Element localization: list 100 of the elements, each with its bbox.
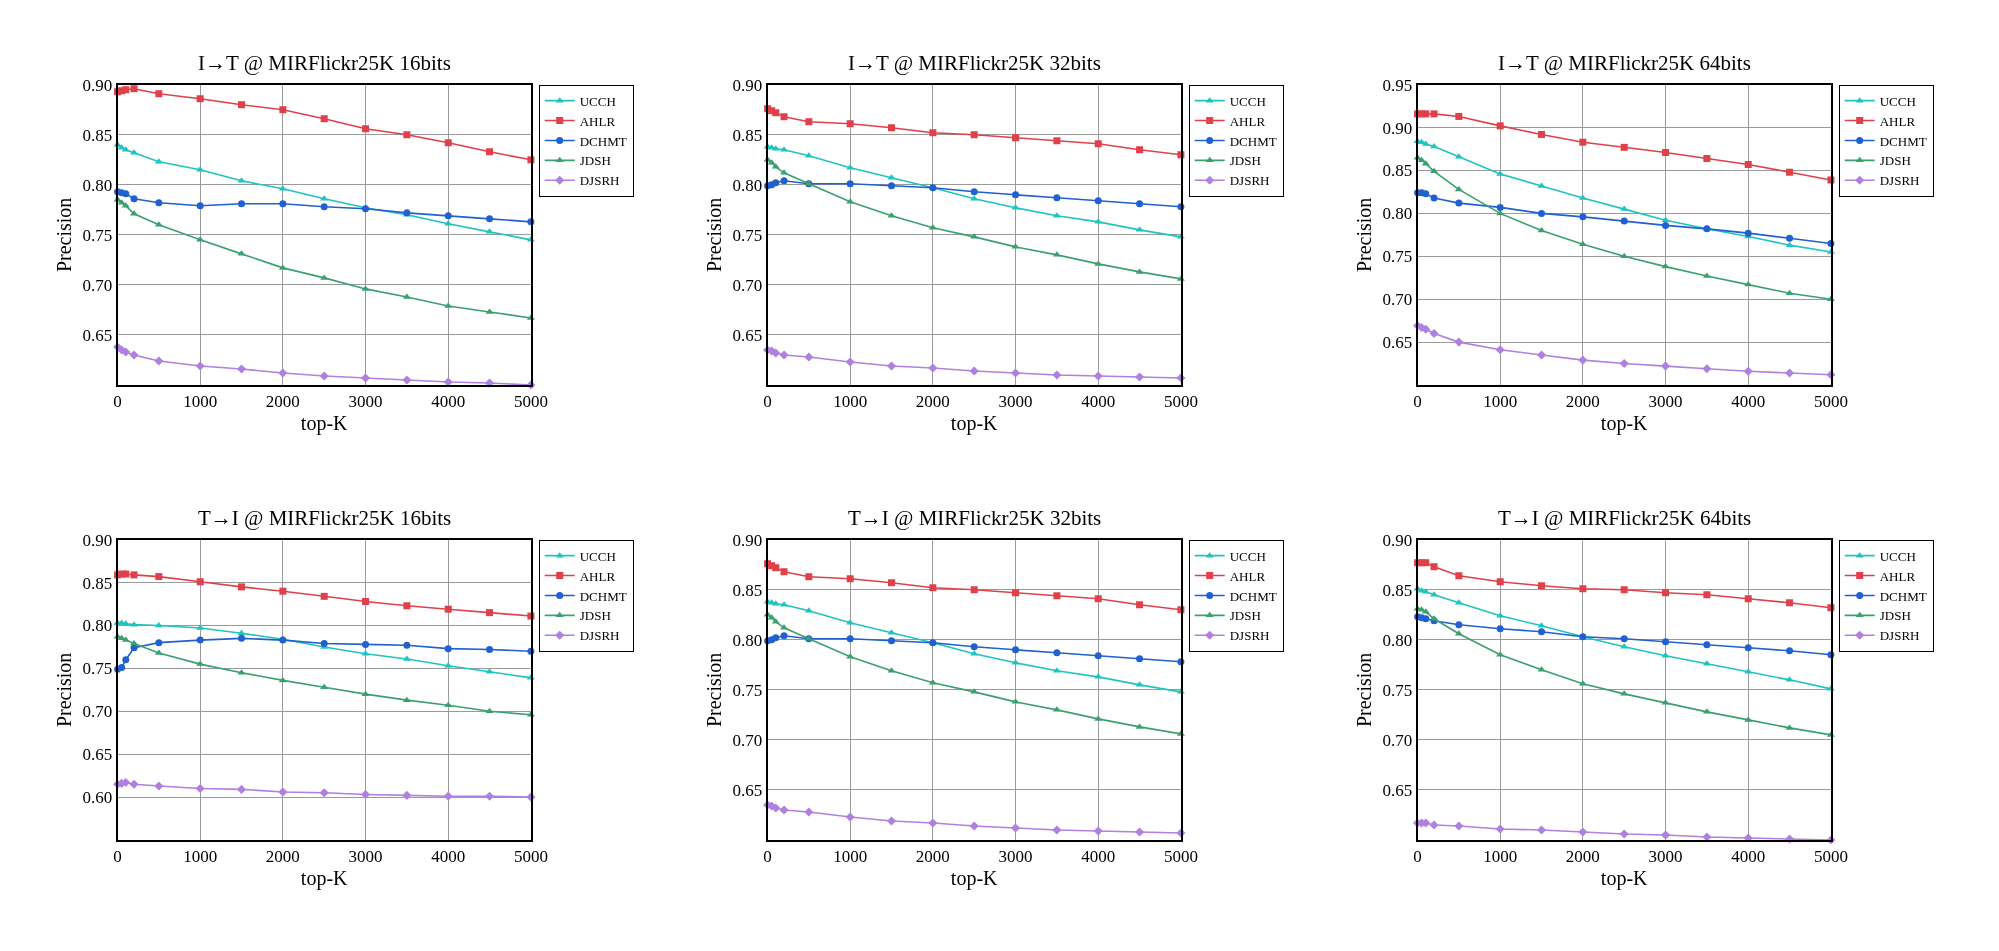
- legend-label: UCCH: [579, 93, 616, 109]
- x-tick-label: 1000: [1483, 847, 1518, 867]
- x-tick-label: 1000: [1483, 392, 1518, 412]
- legend-label: AHLR: [1229, 113, 1266, 129]
- legend-label: JDSH: [1229, 153, 1261, 169]
- y-tick-label: 0.90: [1382, 530, 1413, 550]
- x-tick-label: 3000: [998, 847, 1033, 867]
- x-tick-label: 2000: [915, 392, 950, 412]
- y-tick-label: 0.65: [82, 745, 113, 765]
- x-tick-label: 3000: [1648, 392, 1683, 412]
- x-tick-label: 5000: [513, 392, 548, 412]
- y-tick-label: 0.75: [1382, 680, 1413, 700]
- chart-title: I→T @ MIRFlickr25K 32bits: [848, 51, 1101, 75]
- y-tick-label: 0.70: [732, 275, 763, 295]
- legend-label: UCCH: [1879, 548, 1916, 564]
- chart-title: I→T @ MIRFlickr25K 16bits: [198, 51, 451, 75]
- x-tick-label: 0: [113, 847, 122, 867]
- x-tick-label: 1000: [183, 392, 218, 412]
- y-tick-label: 0.85: [82, 573, 113, 593]
- y-tick-label: 0.75: [82, 225, 113, 245]
- y-tick-label: 0.70: [82, 702, 113, 722]
- legend-label: AHLR: [1879, 568, 1916, 584]
- y-tick-label: 0.70: [1382, 290, 1413, 310]
- legend-label: AHLR: [1229, 568, 1266, 584]
- x-tick-label: 4000: [1081, 847, 1116, 867]
- x-tick-label: 2000: [915, 847, 950, 867]
- x-tick-label: 2000: [265, 392, 300, 412]
- y-tick-label: 0.80: [1382, 630, 1413, 650]
- y-tick-label: 0.90: [732, 75, 763, 95]
- legend-label: UCCH: [1229, 548, 1266, 564]
- y-tick-label: 0.75: [732, 225, 763, 245]
- y-tick-label: 0.75: [1382, 247, 1413, 267]
- legend-label: DJSRH: [1879, 173, 1920, 189]
- x-tick-label: 4000: [1731, 392, 1766, 412]
- chart-title: T→I @ MIRFlickr25K 32bits: [848, 506, 1102, 530]
- x-tick-label: 4000: [431, 392, 466, 412]
- x-tick-label: 5000: [1163, 847, 1198, 867]
- y-tick-label: 0.85: [82, 125, 113, 145]
- legend-label: DCHMT: [1879, 588, 1927, 604]
- y-tick-label: 0.80: [82, 175, 113, 195]
- y-tick-label: 0.85: [1382, 580, 1413, 600]
- y-tick-label: 0.80: [1382, 204, 1413, 224]
- x-tick-label: 4000: [1081, 392, 1116, 412]
- legend-label: JDSH: [1879, 153, 1911, 169]
- legend-label: DCHMT: [579, 588, 627, 604]
- x-axis-title: top-K: [950, 412, 999, 436]
- y-tick-label: 0.70: [82, 275, 113, 295]
- x-tick-label: 3000: [998, 392, 1033, 412]
- y-tick-label: 0.85: [732, 125, 763, 145]
- y-tick-label: 0.65: [732, 780, 763, 800]
- x-tick-label: 0: [113, 392, 122, 412]
- legend-label: AHLR: [579, 113, 616, 129]
- y-tick-label: 0.90: [732, 530, 763, 550]
- chart-title: T→I @ MIRFlickr25K 64bits: [1498, 506, 1752, 530]
- legend-label: DJSRH: [579, 173, 620, 189]
- legend-label: AHLR: [1879, 113, 1916, 129]
- y-tick-label: 0.75: [732, 680, 763, 700]
- x-tick-label: 1000: [833, 392, 868, 412]
- y-axis-title: Precision: [702, 652, 725, 728]
- y-tick-label: 0.60: [82, 788, 113, 808]
- chart-title: I→T @ MIRFlickr25K 64bits: [1498, 51, 1751, 75]
- y-axis-title: Precision: [1352, 652, 1375, 728]
- y-tick-label: 0.65: [1382, 333, 1413, 353]
- x-tick-label: 1000: [183, 847, 218, 867]
- legend-label: DCHMT: [1229, 588, 1277, 604]
- legend-label: DJSRH: [1229, 173, 1270, 189]
- legend-label: JDSH: [579, 608, 611, 624]
- legend-label: DCHMT: [1879, 133, 1927, 149]
- y-tick-label: 0.65: [732, 325, 763, 345]
- y-tick-label: 0.90: [82, 530, 113, 550]
- legend-label: AHLR: [579, 568, 616, 584]
- x-tick-label: 2000: [265, 847, 300, 867]
- legend-label: DCHMT: [579, 133, 627, 149]
- x-tick-label: 1000: [833, 847, 868, 867]
- y-tick-label: 0.70: [732, 730, 763, 750]
- x-axis-title: top-K: [300, 867, 349, 891]
- y-tick-label: 0.90: [1382, 118, 1413, 138]
- x-tick-label: 2000: [1565, 392, 1600, 412]
- legend-label: DCHMT: [1229, 133, 1277, 149]
- x-tick-label: 5000: [1813, 392, 1848, 412]
- x-axis-title: top-K: [300, 412, 349, 436]
- legend-label: UCCH: [1879, 93, 1916, 109]
- y-tick-label: 0.80: [82, 616, 113, 636]
- x-tick-label: 5000: [513, 847, 548, 867]
- y-tick-label: 0.65: [82, 325, 113, 345]
- legend-label: JDSH: [579, 153, 611, 169]
- x-tick-label: 2000: [1565, 847, 1600, 867]
- x-tick-label: 0: [763, 392, 772, 412]
- x-axis-title: top-K: [1600, 412, 1649, 436]
- y-axis-title: Precision: [1352, 197, 1375, 273]
- y-tick-label: 0.85: [1382, 161, 1413, 181]
- y-tick-label: 0.80: [732, 175, 763, 195]
- x-tick-label: 0: [1413, 392, 1422, 412]
- y-tick-label: 0.95: [1382, 75, 1413, 95]
- y-axis-title: Precision: [52, 197, 75, 273]
- legend-label: UCCH: [579, 548, 616, 564]
- chart-title: T→I @ MIRFlickr25K 16bits: [198, 506, 452, 530]
- x-tick-label: 5000: [1813, 847, 1848, 867]
- x-tick-label: 4000: [431, 847, 466, 867]
- y-tick-label: 0.80: [732, 630, 763, 650]
